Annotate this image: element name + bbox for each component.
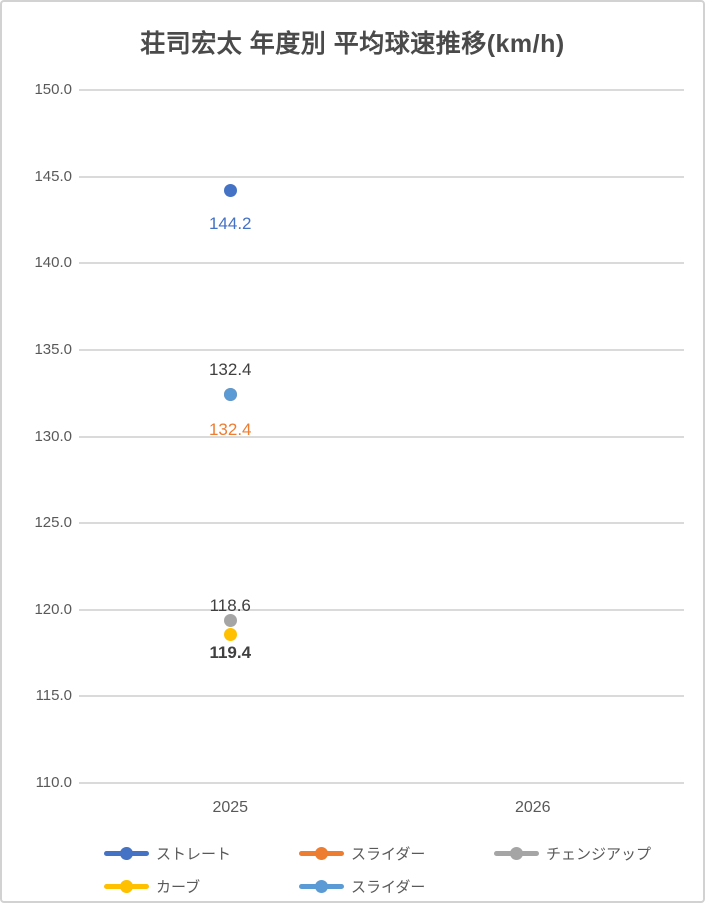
legend-label: カーブ (156, 878, 201, 896)
data-point-straight[interactable] (223, 183, 237, 197)
data-point-slider-blue[interactable] (223, 388, 237, 402)
legend-label: スライダー (351, 878, 426, 896)
gridline (79, 782, 684, 784)
legend-item-changeup[interactable]: チェンジアップ (494, 842, 651, 864)
legend-item-slider-blue[interactable]: スライダー (299, 875, 425, 897)
gridline (79, 435, 684, 438)
y-axis-tick-label: 110.0 (35, 774, 72, 791)
legend-label: チェンジアップ (546, 845, 652, 863)
x-axis-tick-label: 2026 (514, 799, 551, 816)
gridline (79, 262, 684, 265)
x-axis-tick-label: 2025 (212, 799, 249, 816)
y-axis-tick-label: 145.0 (34, 167, 72, 185)
chart-title: 荘司宏太 年度別 平均球速推移(km/h) (140, 30, 565, 58)
y-axis-tick-label: 150.0 (34, 81, 72, 98)
y-axis-tick-label: 140.0 (34, 254, 72, 272)
legend-label: スライダー (351, 845, 426, 863)
gridline (79, 89, 684, 91)
legend-item-straight[interactable]: ストレート (104, 842, 231, 864)
y-axis-tick-label: 120.0 (34, 600, 72, 618)
legend-marker-icon (494, 846, 539, 860)
gridline (79, 348, 684, 351)
data-point-changeup[interactable] (223, 613, 237, 627)
legend-marker-icon (299, 846, 344, 860)
data-label-changeup: 119.4 (209, 643, 252, 663)
gridline (79, 175, 684, 178)
legend-marker-icon (299, 879, 344, 893)
y-axis-tick-label: 115.0 (35, 687, 72, 705)
data-label-straight: 144.2 (208, 214, 252, 234)
legend-label: ストレート (156, 845, 232, 863)
data-label-slider: 132.4 (208, 419, 252, 439)
legend-marker-icon (104, 879, 149, 893)
legend-item-curve[interactable]: カーブ (104, 875, 200, 897)
data-label-curve: 118.6 (209, 596, 251, 615)
gridline (79, 695, 684, 698)
data-label-slider-blue: 132.4 (208, 359, 252, 379)
legend-marker-icon (104, 846, 149, 860)
data-point-curve[interactable] (223, 627, 237, 641)
y-axis-tick-label: 130.0 (34, 427, 72, 445)
legend-item-slider[interactable]: スライダー (299, 842, 425, 864)
y-axis-tick-label: 135.0 (34, 340, 72, 358)
y-axis-tick-label: 125.0 (34, 514, 72, 532)
gridline (79, 608, 684, 611)
gridline (79, 522, 684, 525)
